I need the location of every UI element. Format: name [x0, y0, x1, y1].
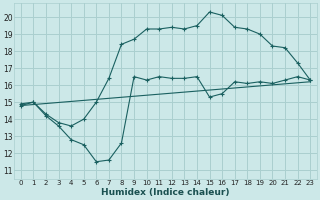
- X-axis label: Humidex (Indice chaleur): Humidex (Indice chaleur): [101, 188, 230, 197]
